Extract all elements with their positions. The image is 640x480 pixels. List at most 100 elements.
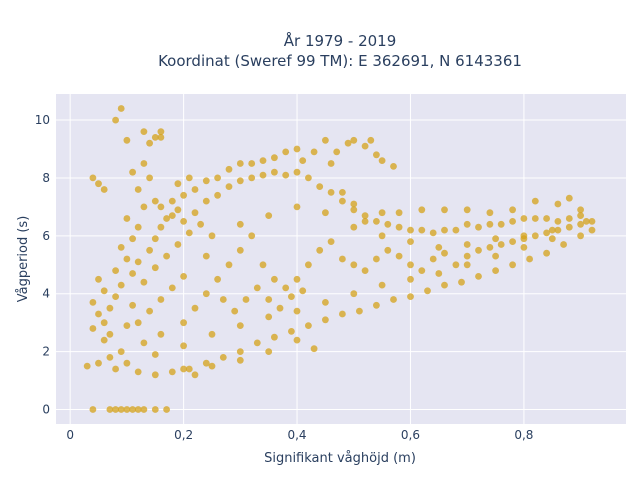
data-point (554, 200, 562, 208)
data-point (168, 368, 176, 376)
data-point (202, 177, 210, 185)
data-point (526, 255, 533, 263)
data-point (373, 218, 380, 225)
data-point (390, 296, 397, 303)
data-point (577, 220, 584, 228)
y-tick-label: 4 (42, 287, 50, 301)
data-point (378, 281, 386, 289)
data-point (140, 406, 148, 413)
x-tick-label: 0,8 (514, 428, 533, 442)
x-tick-label: 0,6 (401, 428, 420, 442)
data-point (322, 209, 329, 217)
data-point (236, 160, 244, 167)
data-point (560, 241, 567, 248)
data-point (140, 203, 148, 211)
data-point (208, 362, 216, 370)
gridlines (56, 94, 626, 424)
data-point (185, 365, 193, 373)
data-point (180, 218, 188, 225)
data-point (106, 406, 114, 413)
data-point (361, 267, 369, 274)
data-point (225, 261, 233, 269)
x-tick-label: 0 (66, 428, 74, 442)
chart-title-line-1: År 1979 - 2019 (284, 31, 397, 50)
data-point (378, 157, 386, 165)
data-point (185, 229, 193, 237)
data-point (293, 336, 301, 344)
data-point (123, 322, 131, 329)
data-point (117, 406, 125, 413)
chart-title-line-2: Koordinat (Sweref 99 TM): E 362691, N 61… (158, 52, 522, 70)
data-point (112, 293, 119, 300)
data-point (407, 293, 414, 300)
data-point (316, 246, 324, 254)
data-point (531, 215, 539, 222)
data-point (520, 235, 528, 243)
data-point (95, 275, 102, 283)
data-point (236, 356, 244, 364)
data-point (577, 206, 584, 214)
data-point (395, 252, 403, 260)
data-point (492, 235, 499, 243)
data-point (418, 267, 426, 274)
data-point (129, 406, 137, 413)
data-point (293, 275, 301, 283)
data-point (163, 406, 171, 413)
data-point (112, 116, 119, 124)
x-tick-label: 0,2 (174, 428, 193, 442)
data-point (310, 148, 318, 156)
data-point (140, 128, 148, 136)
data-point (168, 197, 176, 205)
data-point (305, 174, 312, 182)
data-point (100, 287, 108, 295)
data-point (520, 215, 528, 222)
data-point (236, 322, 244, 329)
data-point (475, 273, 482, 280)
data-point (214, 191, 222, 199)
data-point (429, 255, 437, 263)
data-point (509, 218, 516, 225)
data-point (174, 180, 182, 188)
data-point (554, 226, 562, 234)
data-point (548, 235, 556, 243)
data-point (361, 212, 369, 220)
data-point (83, 362, 91, 370)
data-point (248, 174, 256, 182)
data-point (339, 189, 346, 196)
data-point (151, 371, 159, 379)
data-point (327, 160, 335, 167)
data-point (373, 255, 380, 263)
data-point (219, 296, 227, 303)
data-point (180, 191, 188, 199)
data-point (89, 325, 97, 332)
data-point (253, 284, 261, 292)
data-point (265, 296, 273, 303)
data-point (339, 255, 346, 263)
data-point (100, 186, 108, 193)
data-point (407, 238, 414, 246)
data-point (146, 307, 154, 315)
data-point (293, 203, 301, 211)
data-point (509, 206, 516, 214)
data-point (157, 203, 165, 211)
data-point (95, 359, 102, 367)
data-point (463, 261, 471, 269)
data-point (350, 223, 358, 231)
y-tick-label: 8 (42, 171, 50, 185)
data-point (123, 136, 131, 144)
data-point (112, 406, 119, 413)
data-point (475, 223, 482, 231)
data-point (259, 171, 267, 179)
data-point (361, 218, 369, 225)
data-point (554, 218, 562, 225)
data-point (157, 330, 165, 338)
data-points (83, 105, 596, 413)
data-point (151, 235, 159, 243)
y-axis-ticks: 0 2 4 6 8 10 (35, 113, 50, 416)
data-point (134, 186, 142, 193)
data-point (134, 223, 142, 231)
data-point (197, 220, 205, 228)
data-point (441, 281, 448, 289)
data-point (378, 209, 386, 217)
data-point (202, 359, 210, 367)
